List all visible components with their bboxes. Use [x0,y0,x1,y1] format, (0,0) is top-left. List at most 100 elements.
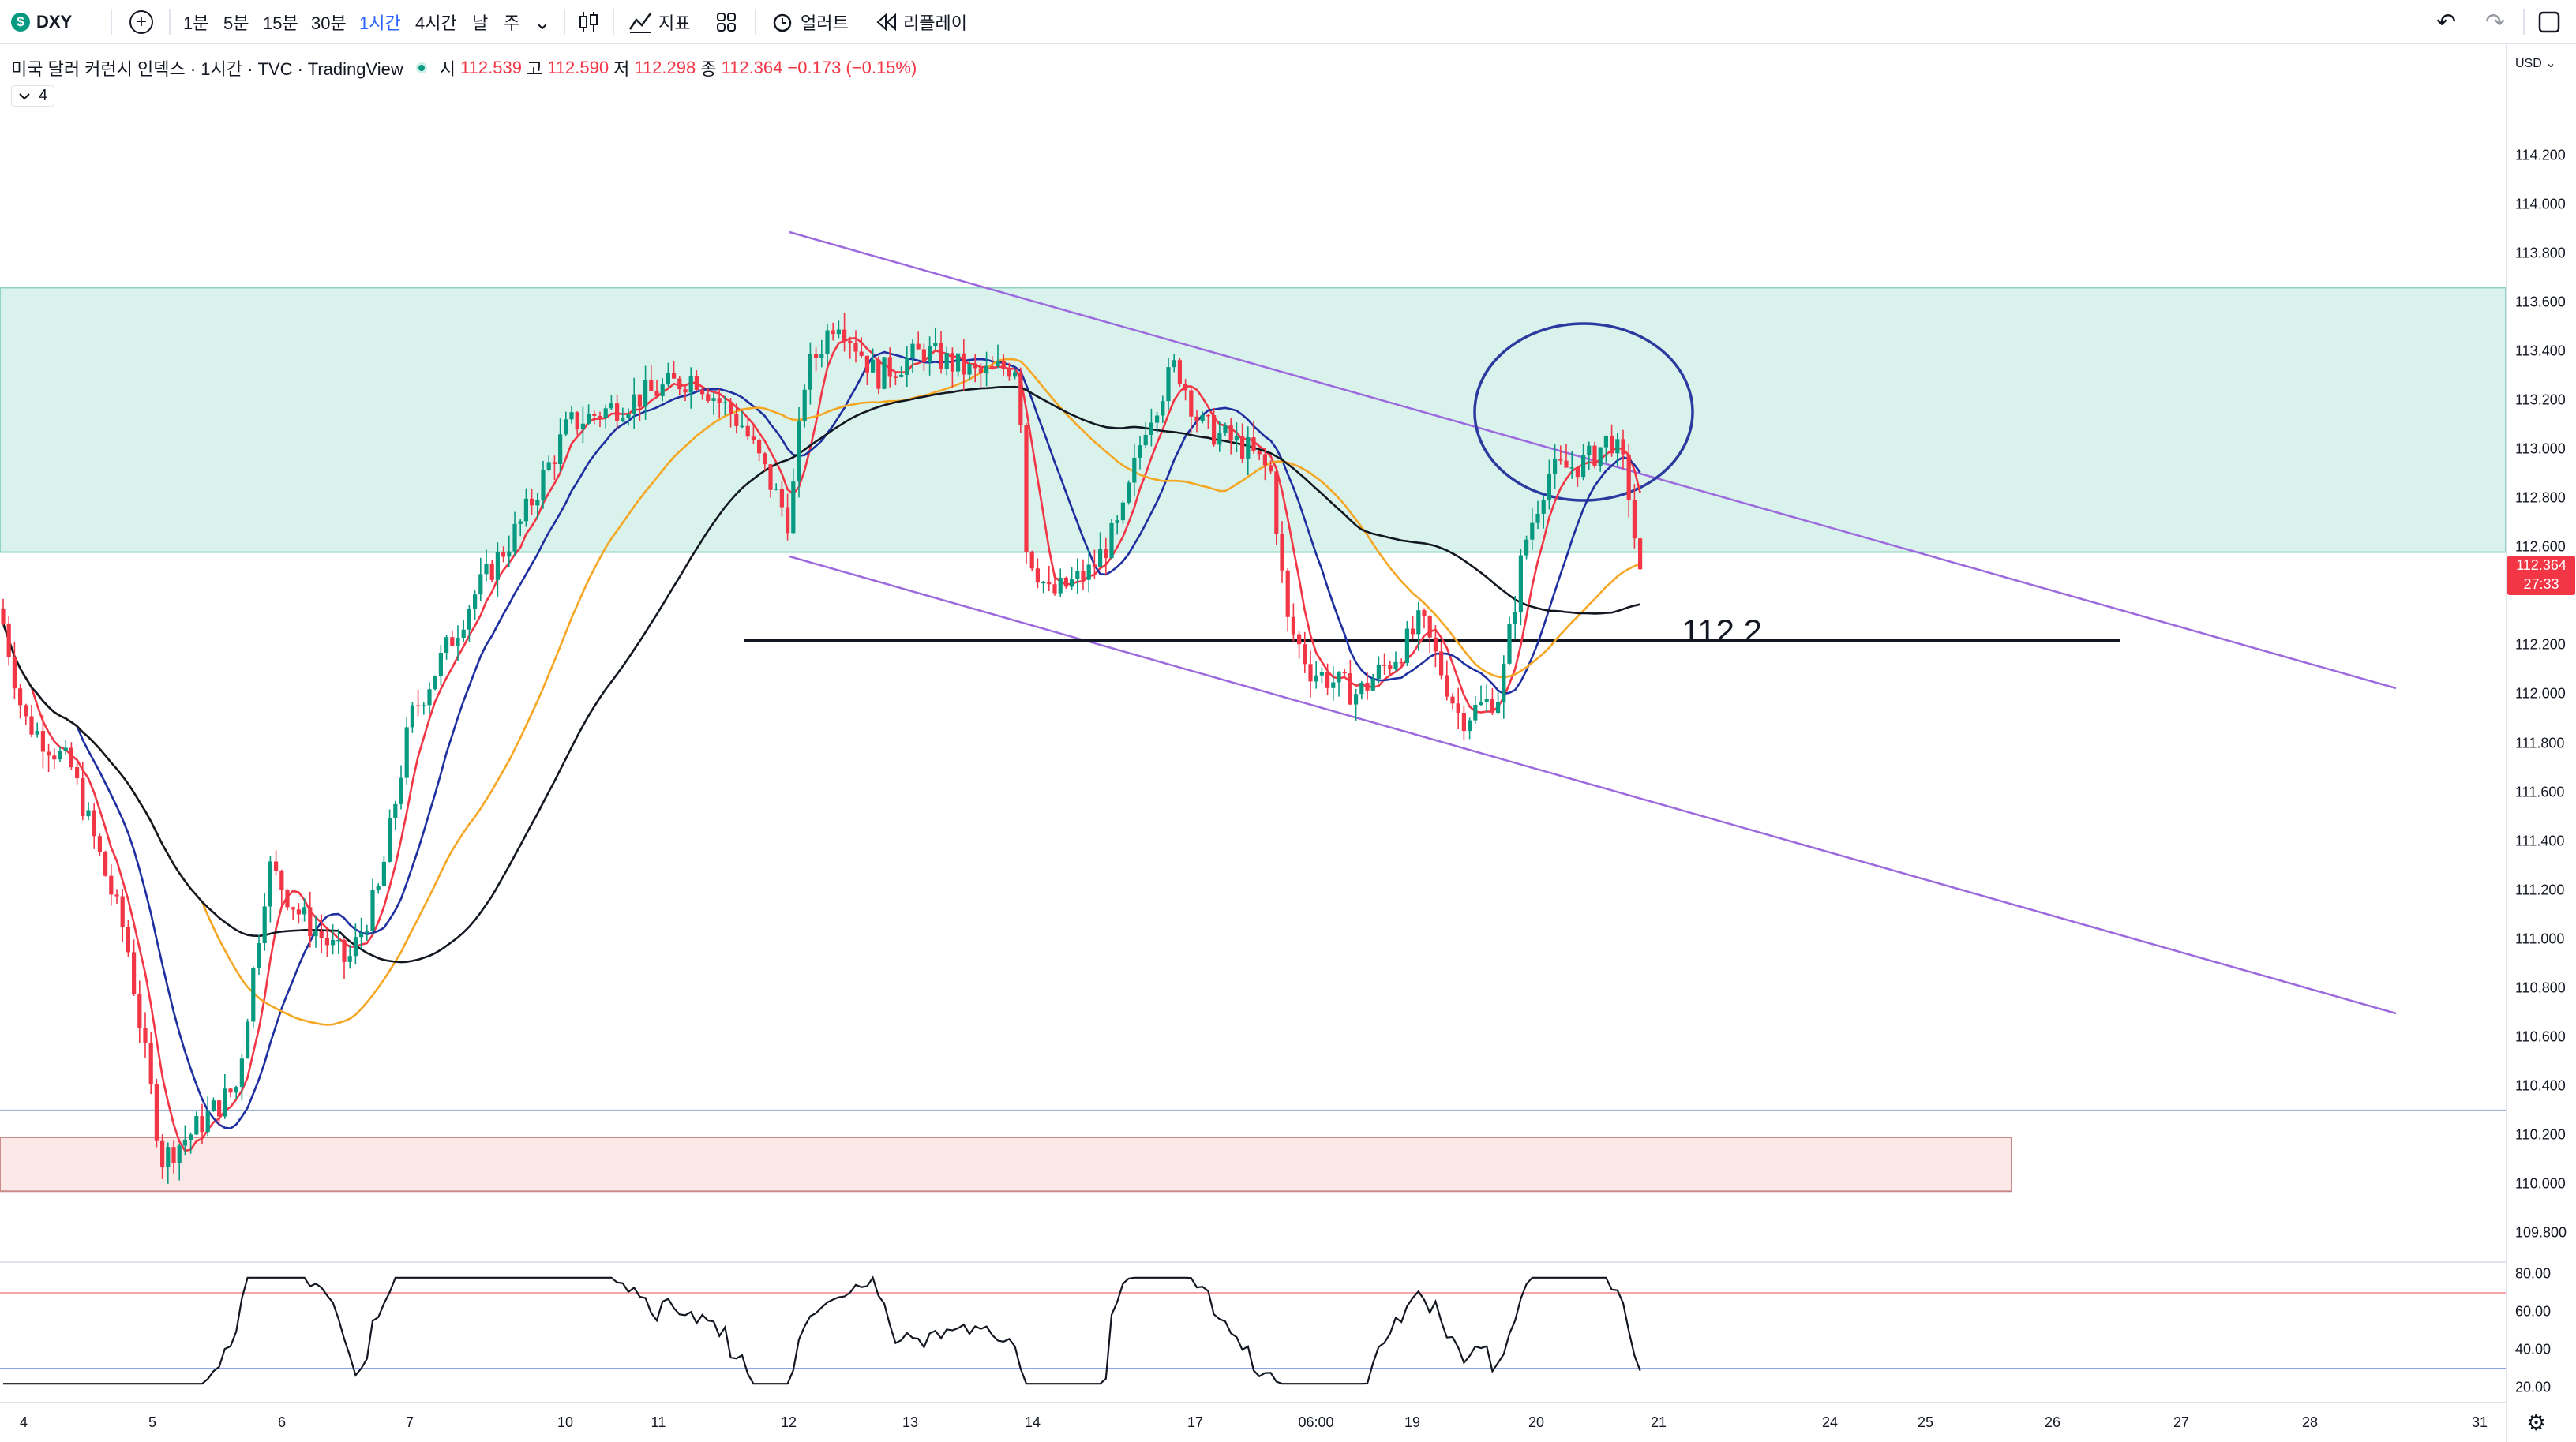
candle [575,411,579,436]
price-axis[interactable]: USD ⌄ 114.200 114.000 113.800 113.600 113.40… [2506,44,2576,1442]
candle [734,403,739,434]
candle [876,356,881,395]
timeframe-5m[interactable]: 5분 [223,0,249,44]
time-tick-label: 27 [2173,1414,2190,1430]
candle [205,1096,210,1137]
candle [217,1099,222,1126]
time-axis[interactable]: 4 5 6 7 10 11 12 13 14 17 06:00 19 20 21 24 25 26 27 28 31 [0,1402,2506,1442]
candle [825,324,830,365]
candle [1468,717,1472,740]
candle [984,351,989,387]
chart-type-button[interactable] [578,0,600,44]
candle [1183,379,1188,401]
fullscreen-button[interactable] [2537,0,2561,44]
candle [456,625,460,661]
candle [916,331,921,350]
candle [359,917,364,949]
candle [86,802,91,821]
gear-icon[interactable]: ⚙ [2526,1410,2547,1435]
candle [29,704,34,738]
candle [1029,550,1034,571]
candle [1587,441,1592,470]
close-label: 종 [700,59,717,79]
candle [422,702,426,715]
candle [1502,655,1506,719]
main-chart-canvas[interactable] [0,44,2506,1402]
candle [182,1125,187,1156]
candle [1052,573,1057,596]
symbol-label: DXY [36,12,73,32]
candle [291,906,295,920]
price-tick-label: 110.800 [2515,979,2566,996]
candle [410,702,414,733]
candle [1047,565,1052,591]
candle [740,410,744,429]
plus-icon: + [129,10,153,34]
candle [103,850,108,877]
candle [109,863,114,906]
candle [478,557,483,601]
timeframe-15m[interactable]: 15분 [263,0,298,44]
candle [52,748,57,770]
support-level-label[interactable]: 112.2 [1682,612,1762,650]
candle [47,743,51,773]
timeframe-1m[interactable]: 1분 [183,0,208,44]
candle [279,869,284,906]
candle [842,313,847,352]
pane-divider[interactable] [0,1261,2506,1263]
candle [1473,695,1478,724]
undo-button[interactable]: ↶ [2436,0,2456,44]
timeframe-day[interactable]: 날 [472,0,488,44]
indicator-toggle[interactable]: 4 [11,85,55,107]
candle [1070,567,1074,590]
candle [1262,448,1267,481]
divider [564,9,565,35]
candle [1456,687,1460,730]
timeframe-30m[interactable]: 30분 [311,0,347,44]
candle [910,339,915,373]
timeframe-label: 날 [472,13,489,33]
compare-add-button[interactable]: + [129,0,153,44]
replay-button[interactable]: 리플레이 [876,0,967,44]
candle [950,347,954,388]
candle [1228,418,1233,455]
low-label: 저 [613,59,630,79]
current-price: 112.364 [2516,557,2567,573]
price-tick-label: 110.200 [2515,1126,2566,1143]
timeframe-4h[interactable]: 4시간 [415,0,457,44]
close-value: 112.364 [721,58,783,77]
symbol-search-button[interactable]: $ DXY [11,0,72,44]
candle [223,1073,227,1119]
currency-selector[interactable]: USD ⌄ [2515,57,2556,70]
alerts-label: 얼러트 [801,13,849,33]
layouts-button[interactable] [715,0,737,44]
candle [132,939,137,996]
time-tick-label: 31 [2471,1414,2488,1430]
indicators-button[interactable]: 지표 [628,0,690,44]
timeframe-week[interactable]: 주 [504,0,519,44]
candle [1547,459,1551,510]
candle [1161,395,1165,423]
candle [324,929,329,957]
candle [97,833,102,856]
price-tick-label: 111.000 [2515,931,2565,947]
candle [700,387,705,400]
divider [169,9,171,35]
candle [603,404,608,429]
candle [1461,705,1466,740]
dollar-icon: $ [11,13,30,32]
timeframe-dropdown[interactable]: ⌄ [534,0,551,44]
timeframe-1h[interactable]: 1시간 [359,0,401,44]
time-tick-label: 26 [2044,1414,2061,1430]
candle [814,347,819,372]
price-tick-label: 111.600 [2515,784,2565,800]
candle [1297,631,1302,659]
low-value: 112.298 [634,58,696,77]
candle [518,519,523,537]
alerts-button[interactable]: 얼러트 [771,0,849,44]
candle [1393,651,1398,672]
redo-button[interactable]: ↷ [2485,0,2505,44]
symbol-description[interactable]: 미국 달러 커런시 인덱스 · 1시간 · TVC · TradingView [11,59,403,79]
candle [836,320,841,339]
candle [1416,601,1421,651]
